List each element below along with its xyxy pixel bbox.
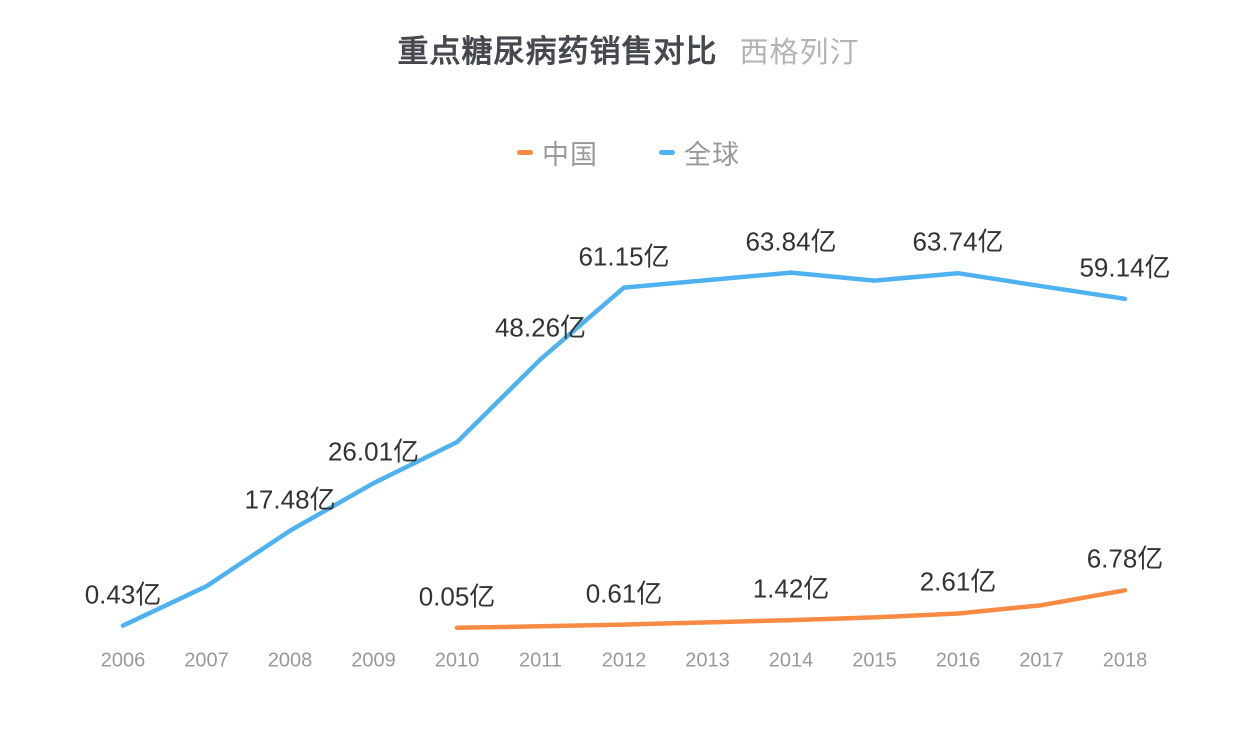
chart-header: 重点糖尿病药销售对比 西格列汀 — [0, 26, 1257, 71]
legend: 中国 全球 — [0, 137, 1257, 170]
china-legend-marker — [517, 149, 533, 155]
legend-item-china[interactable]: 中国 — [517, 133, 598, 172]
series-line-china — [454, 588, 1128, 630]
china-legend-label: 中国 — [542, 139, 598, 170]
global-legend-marker — [659, 149, 675, 155]
chart-subtitle: 西格列汀 — [739, 37, 860, 69]
series-line-global — [120, 270, 1128, 628]
chart-title: 重点糖尿病药销售对比 — [397, 34, 718, 69]
global-legend-label: 全球 — [684, 139, 740, 170]
legend-item-global[interactable]: 全球 — [659, 133, 740, 172]
